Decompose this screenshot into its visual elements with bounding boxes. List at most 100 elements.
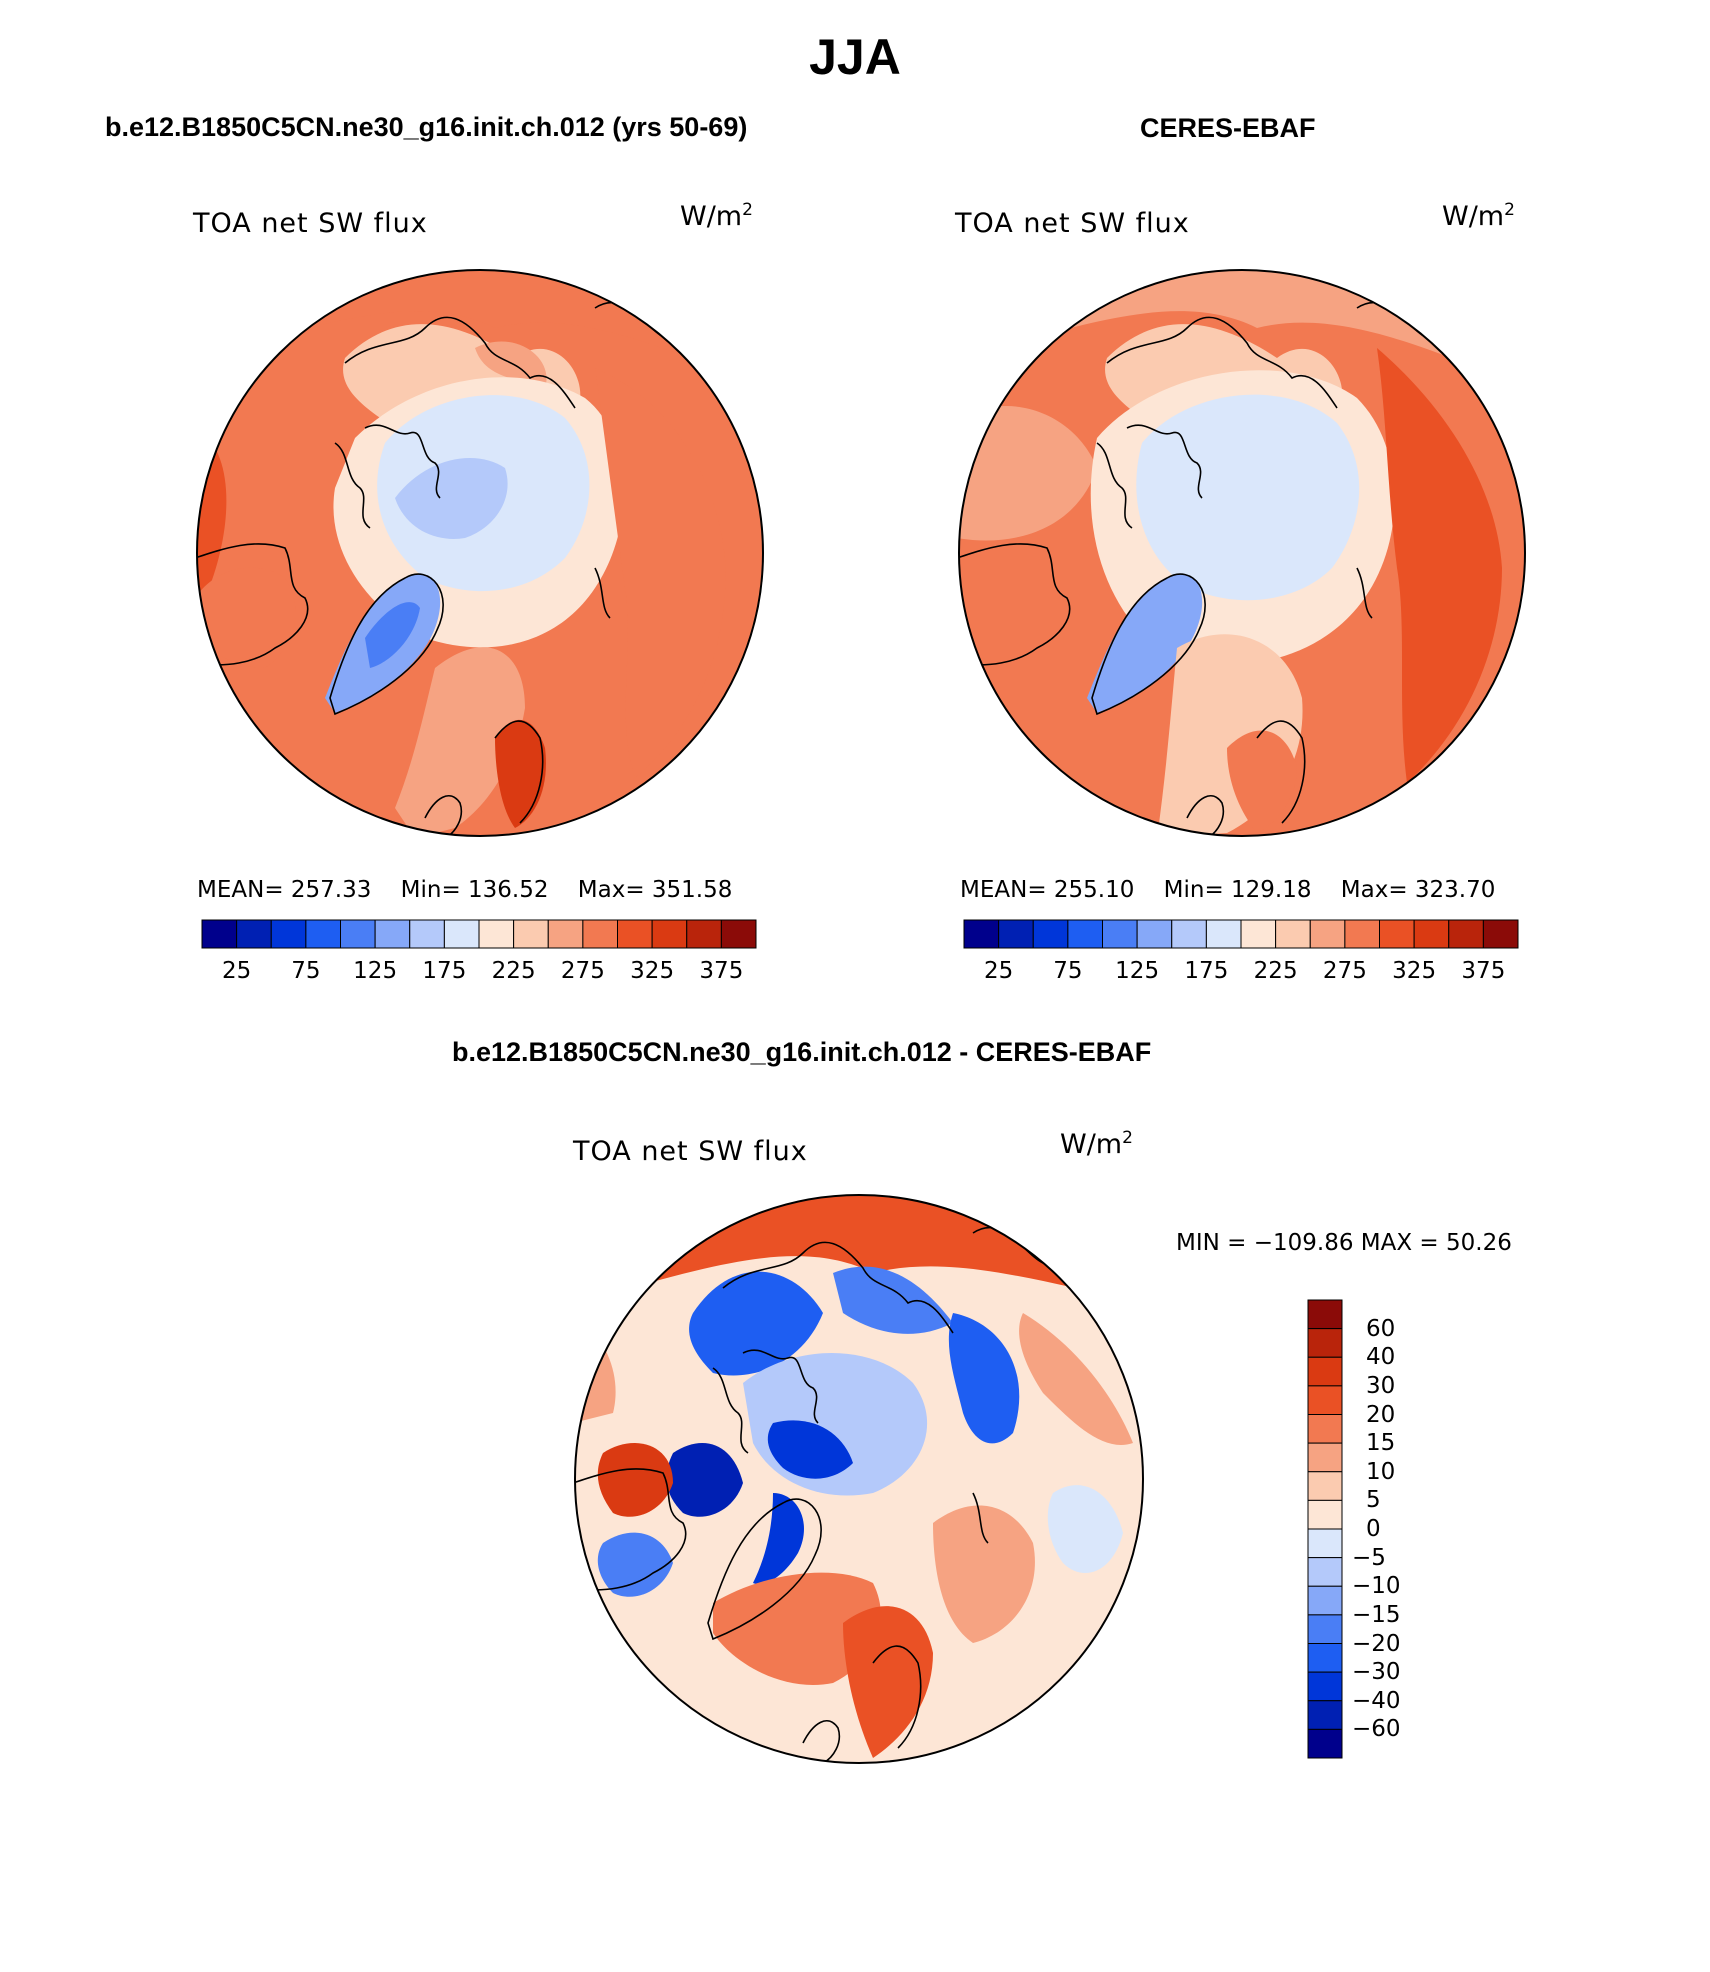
- left-mean: MEAN= 257.33: [197, 877, 372, 903]
- diff-colorbar-swatch: [1307, 1585, 1343, 1616]
- diff-colorbar-swatch: [1307, 1728, 1343, 1759]
- diff-variable-label: TOA net SW flux: [573, 1136, 808, 1167]
- diff-colorbar-tick-label: −60: [1352, 1716, 1401, 1743]
- diff-colorbar-ticks: 60 40 30 20 15 10 5 0 −5 −10 −15 −20 −30 −40 −60: [1352, 1300, 1432, 1758]
- diff-colorbar-swatch: [1307, 1643, 1343, 1673]
- left-colorbar-swatch: [582, 919, 618, 949]
- left-unit-label: W/m2: [680, 200, 753, 232]
- diff-colorbar-tick-label: −15: [1352, 1601, 1401, 1628]
- diff-colorbar-tick-label: −20: [1352, 1630, 1401, 1657]
- left-colorbar-swatch: [236, 919, 272, 949]
- diff-colorbar-swatch: [1307, 1385, 1343, 1415]
- diff-colorbar-swatch: [1307, 1499, 1343, 1530]
- right-min: Min= 129.18: [1163, 877, 1312, 903]
- diff-colorbar-swatch: [1307, 1614, 1343, 1644]
- left-colorbar-tick-label: 375: [699, 958, 744, 984]
- left-colorbar-swatch: [478, 919, 515, 949]
- right-colorbar-swatch: [1275, 919, 1311, 949]
- diff-colorbar-swatch: [1307, 1528, 1343, 1559]
- diff-colorbar-swatch: [1307, 1471, 1343, 1501]
- right-colorbar-tick-label: 175: [1184, 958, 1229, 984]
- diff-colorbar-tick-label: −40: [1352, 1687, 1401, 1714]
- right-colorbar-tick-label: 375: [1461, 958, 1506, 984]
- right-colorbar: [963, 919, 1519, 949]
- right-colorbar-swatch: [1136, 919, 1173, 949]
- left-min: Min= 136.52: [400, 877, 549, 903]
- diff-colorbar-tick-label: 10: [1366, 1458, 1396, 1485]
- left-colorbar-tick-label: 175: [422, 958, 467, 984]
- left-colorbar-swatch: [340, 919, 376, 949]
- left-colorbar-ticks: 25 75 125 175 225 275 325 375: [202, 958, 756, 988]
- right-colorbar-swatch: [1102, 919, 1138, 949]
- right-colorbar-swatch: [998, 919, 1034, 949]
- right-mean: MEAN= 255.10: [960, 877, 1135, 903]
- left-colorbar-swatch: [651, 919, 688, 949]
- diff-colorbar-swatch: [1307, 1557, 1343, 1587]
- left-colorbar-swatch: [720, 919, 757, 949]
- right-colorbar-swatch: [1448, 919, 1484, 949]
- diff-colorbar-tick-label: 40: [1366, 1344, 1396, 1371]
- right-colorbar-swatch: [1482, 919, 1519, 949]
- diff-minmax: MIN = −109.86 MAX = 50.26: [1176, 1230, 1512, 1256]
- diff-colorbar-swatch: [1307, 1328, 1343, 1358]
- diff-colorbar-tick-label: 60: [1366, 1315, 1396, 1342]
- left-variable-label: TOA net SW flux: [193, 208, 428, 239]
- right-colorbar-swatch: [1344, 919, 1380, 949]
- left-colorbar-swatch: [374, 919, 411, 949]
- left-colorbar-swatch: [686, 919, 722, 949]
- right-polar-map: [958, 269, 1526, 837]
- right-colorbar-swatch: [1413, 919, 1450, 949]
- right-colorbar-tick-label: 25: [983, 958, 1014, 984]
- right-panel-title: CERES-EBAF: [1140, 113, 1316, 143]
- left-colorbar-tick-label: 225: [491, 958, 536, 984]
- left-colorbar-swatch: [409, 919, 445, 949]
- diff-colorbar-swatch: [1307, 1356, 1343, 1387]
- diff-colorbar-tick-label: −30: [1352, 1659, 1401, 1686]
- figure-title: JJA: [809, 29, 901, 85]
- diff-colorbar-swatch: [1307, 1414, 1343, 1444]
- right-colorbar-swatch: [963, 919, 1000, 949]
- diff-colorbar-tick-label: 5: [1366, 1487, 1381, 1514]
- right-colorbar-tick-label: 325: [1392, 958, 1437, 984]
- left-colorbar-swatch: [305, 919, 341, 949]
- left-colorbar-tick-label: 125: [353, 958, 398, 984]
- left-panel-title: b.e12.B1850C5CN.ne30_g16.init.ch.012 (yr…: [105, 112, 748, 142]
- left-colorbar-swatch: [270, 919, 307, 949]
- diff-panel-title: b.e12.B1850C5CN.ne30_g16.init.ch.012 - C…: [452, 1037, 1152, 1067]
- left-colorbar-tick-label: 25: [221, 958, 252, 984]
- right-colorbar-ticks: 25 75 125 175 225 275 325 375: [964, 958, 1518, 988]
- diff-colorbar-swatch: [1307, 1442, 1343, 1473]
- left-colorbar-swatch: [513, 919, 549, 949]
- left-colorbar-tick-label: 275: [560, 958, 605, 984]
- diff-colorbar-tick-label: 30: [1366, 1372, 1396, 1399]
- diff-polar-map: [574, 1194, 1144, 1764]
- diff-colorbar-tick-label: 20: [1366, 1401, 1396, 1428]
- right-stats: MEAN= 255.10 Min= 129.18 Max= 323.70: [960, 877, 1495, 903]
- left-colorbar-swatch: [443, 919, 480, 949]
- diff-colorbar-tick-label: 0: [1366, 1516, 1381, 1542]
- diff-colorbar-swatch: [1307, 1700, 1343, 1730]
- left-colorbar-swatch: [547, 919, 584, 949]
- left-colorbar-tick-label: 325: [630, 958, 675, 984]
- right-colorbar-swatch: [1205, 919, 1242, 949]
- right-variable-label: TOA net SW flux: [955, 208, 1190, 239]
- diff-colorbar-swatch: [1307, 1671, 1343, 1702]
- right-colorbar-swatch: [1067, 919, 1103, 949]
- right-max: Max= 323.70: [1340, 877, 1496, 903]
- diff-colorbar-tick-label: 15: [1366, 1430, 1396, 1457]
- left-colorbar-swatch: [617, 919, 653, 949]
- right-colorbar-swatch: [1171, 919, 1207, 949]
- diff-colorbar-swatch: [1307, 1299, 1343, 1330]
- right-colorbar-swatch: [1309, 919, 1346, 949]
- left-max: Max= 351.58: [577, 877, 733, 903]
- diff-colorbar: [1307, 1299, 1343, 1759]
- right-colorbar-swatch: [1240, 919, 1277, 949]
- right-colorbar-tick-label: 75: [1053, 958, 1083, 984]
- right-colorbar-tick-label: 125: [1115, 958, 1160, 984]
- right-colorbar-tick-label: 275: [1322, 958, 1367, 984]
- right-colorbar-swatch: [1032, 919, 1069, 949]
- right-colorbar-swatch: [1379, 919, 1415, 949]
- diff-colorbar-tick-label: −10: [1352, 1573, 1401, 1600]
- left-colorbar: [201, 919, 757, 949]
- left-polar-map: [196, 269, 764, 837]
